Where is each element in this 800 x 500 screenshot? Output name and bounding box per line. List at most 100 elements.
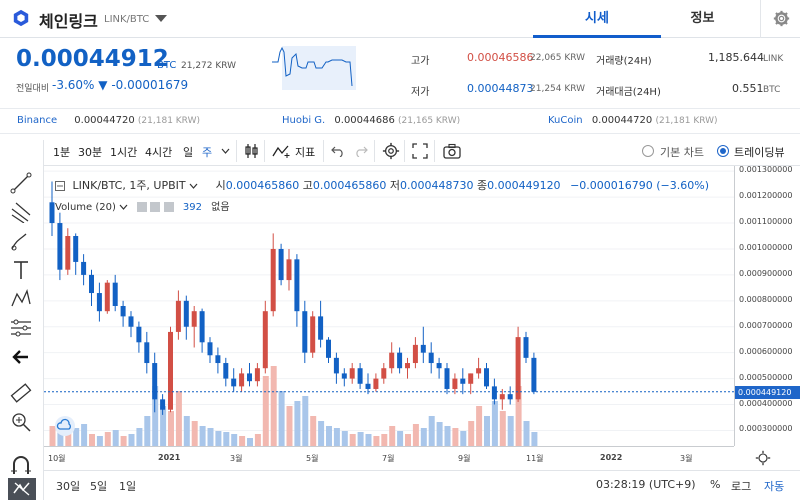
candle-body: [89, 274, 94, 294]
chevron-down-icon[interactable]: [189, 183, 198, 189]
chevron-down-icon[interactable]: [119, 204, 128, 210]
indicator-button[interactable]: 지표: [295, 146, 316, 159]
volume-bar: [215, 431, 222, 446]
price-axis-label: 0.001000000: [739, 242, 793, 252]
hide-drawings-button[interactable]: [8, 478, 36, 500]
basic-chart-radio[interactable]: [642, 145, 654, 157]
auto-toggle[interactable]: 자동: [764, 480, 785, 493]
candle-body: [278, 248, 284, 281]
volume-bar: [444, 426, 451, 446]
volume-bar: [160, 406, 167, 446]
interval-1m[interactable]: 1분: [53, 146, 71, 159]
low-label: 저가: [411, 87, 430, 98]
brush-icon[interactable]: [10, 230, 32, 252]
gear-icon[interactable]: [150, 202, 161, 212]
camera-icon[interactable]: [443, 143, 461, 159]
text-tool-icon[interactable]: [10, 259, 32, 281]
cloud-icon[interactable]: [54, 416, 76, 436]
basic-chart-label[interactable]: 기본 차트: [660, 146, 704, 159]
volume-bar: [333, 428, 340, 446]
change-label: 전일대비: [16, 84, 50, 94]
volume-legend: Volume (20) 392 없음: [55, 198, 230, 213]
time-axis[interactable]: 10월 2021 3월 5월 7월 9월 11월 2022 3월: [44, 446, 771, 470]
eye-icon[interactable]: [137, 202, 148, 212]
tradingview-radio[interactable]: [717, 145, 729, 157]
tab-info[interactable]: 정보: [690, 11, 715, 26]
interval-day[interactable]: 일: [183, 146, 194, 159]
candle-body: [389, 352, 395, 369]
settings-button[interactable]: [760, 0, 800, 38]
redo-icon[interactable]: [354, 145, 368, 157]
range-5d[interactable]: 5일: [90, 480, 108, 493]
indicator-icon[interactable]: [272, 144, 292, 158]
prediction-icon[interactable]: [10, 317, 32, 339]
candlestick-chart[interactable]: [44, 166, 734, 446]
volume-bar: [484, 416, 490, 446]
candle-body: [444, 368, 450, 389]
chevron-down-icon[interactable]: [221, 148, 230, 154]
zoom-in-icon[interactable]: [10, 411, 32, 433]
volume-bar: [310, 416, 317, 446]
change-pct: -3.60%: [52, 78, 95, 92]
tab-market[interactable]: 시세: [533, 0, 661, 38]
high-value: 0.00046586: [467, 51, 534, 64]
candle-body: [168, 331, 173, 410]
chevron-down-icon[interactable]: [155, 15, 167, 23]
candle-body: [531, 357, 537, 392]
legend-high-label: 고: [302, 179, 313, 192]
pattern-icon[interactable]: [10, 288, 32, 310]
volume-bar: [476, 406, 483, 446]
time-axis-label: 11월: [526, 454, 544, 463]
volume-bar: [302, 396, 309, 446]
fib-tool-icon[interactable]: [10, 201, 32, 223]
candle-body: [104, 282, 110, 312]
interval-week[interactable]: 주: [202, 146, 213, 159]
magnet-icon[interactable]: [10, 454, 32, 476]
exchange-kucoin[interactable]: KuCoin 0.00044720 (21,181 KRW): [548, 115, 718, 126]
divider: [374, 140, 375, 162]
volume-bar: [515, 386, 522, 446]
log-toggle[interactable]: 로그: [731, 480, 752, 493]
price-axis[interactable]: 0.001300000 0.001200000 0.001100000 0.00100…: [734, 165, 800, 446]
trendline-icon[interactable]: [10, 172, 32, 194]
range-1d[interactable]: 1일: [119, 480, 137, 493]
collapse-icon[interactable]: [55, 181, 65, 191]
volume-value: 392: [182, 202, 202, 213]
range-30d[interactable]: 30일: [56, 480, 81, 493]
candle-type-icon[interactable]: [244, 143, 260, 159]
ruler-icon[interactable]: [10, 382, 32, 404]
volume-bar: [175, 391, 182, 446]
volume-bar: [120, 436, 127, 446]
interval-30m[interactable]: 30분: [78, 146, 103, 159]
divider: [264, 140, 265, 162]
candle-body: [349, 368, 355, 379]
candle-body: [515, 337, 521, 400]
gear-icon[interactable]: [755, 450, 771, 466]
exchange-binance[interactable]: Binance 0.00044720 (21,181 KRW): [17, 115, 200, 126]
candle-body: [499, 394, 505, 400]
amount-unit: BTC: [763, 85, 781, 95]
clock[interactable]: 03:28:19 (UTC+9): [596, 478, 696, 491]
candle-body: [112, 282, 118, 306]
candle-body: [491, 386, 497, 400]
eye-off-icon: [13, 482, 30, 496]
time-axis-label: 9월: [458, 454, 471, 463]
volume-bar: [89, 434, 95, 446]
volume-bar: [49, 426, 56, 446]
divider: [236, 140, 237, 162]
arrow-left-icon[interactable]: [10, 346, 32, 368]
undo-icon[interactable]: [331, 145, 345, 157]
interval-1h[interactable]: 1시간: [110, 146, 138, 159]
fullscreen-icon[interactable]: [412, 143, 428, 159]
tradingview-label[interactable]: 트레이딩뷰: [734, 146, 785, 159]
percent-toggle[interactable]: %: [710, 478, 721, 491]
exchange-huobi[interactable]: Huobi G. 0.00044686 (21,165 KRW): [282, 115, 460, 126]
volume-bar: [278, 391, 285, 446]
close-icon[interactable]: [163, 202, 174, 212]
chart-settings-icon[interactable]: [382, 142, 400, 160]
legend-close: 0.000449120: [487, 179, 561, 192]
candle-body: [452, 378, 458, 389]
volume-bar: [231, 434, 238, 446]
interval-4h[interactable]: 4시간: [145, 146, 173, 159]
volume-extra: 없음: [211, 202, 230, 213]
